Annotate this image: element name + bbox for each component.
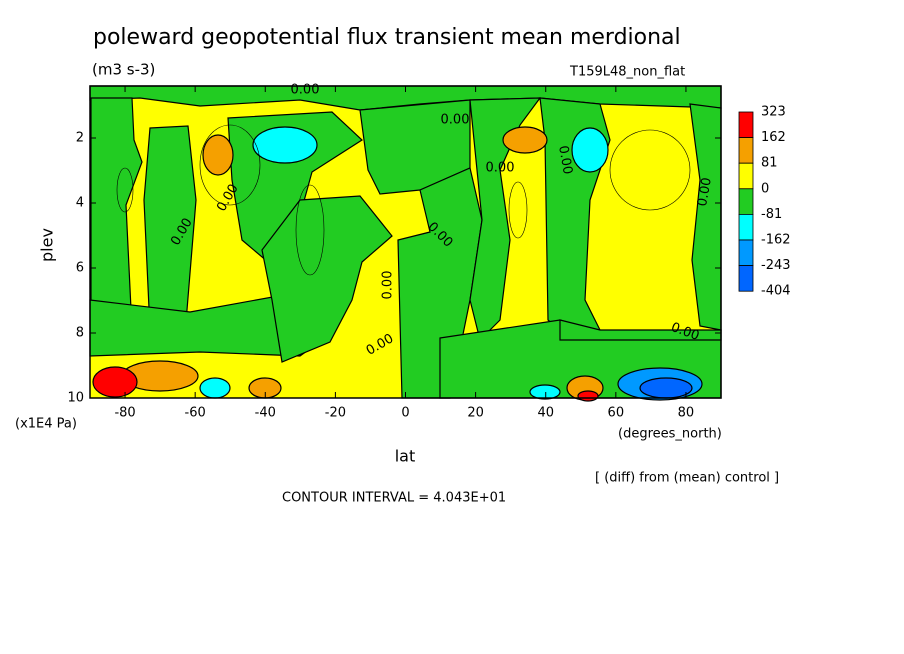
y-axis-label: plev [38, 228, 57, 262]
x-axis-units: (degrees_north) [618, 427, 722, 442]
colorbar-label: 81 [761, 156, 778, 171]
colorbar-label: -162 [761, 233, 791, 248]
x-tick-label: 20 [467, 406, 484, 421]
x-tick-label: 0 [401, 406, 409, 421]
chart-title: poleward geopotential flux transient mea… [93, 25, 681, 50]
units: (m3 s-3) [92, 61, 155, 79]
contour-line [295, 184, 325, 276]
colorbar-label: 323 [761, 105, 786, 120]
colorbar-swatch [738, 213, 754, 241]
colorbar-swatch [738, 188, 754, 215]
contour-fill [202, 134, 234, 176]
colorbar-swatch [738, 239, 754, 267]
colorbar-swatch [738, 111, 754, 139]
dataset-label: T159L48_non_flat [569, 65, 685, 80]
y-tick-label: 10 [67, 391, 84, 406]
contour-interval: CONTOUR INTERVAL = 4.043E+01 [282, 491, 506, 506]
contour-line [199, 124, 261, 206]
contour-fill [639, 377, 693, 399]
y-tick-label: 6 [76, 261, 84, 276]
colorbar-swatch [738, 137, 754, 164]
contour-fill [261, 195, 393, 363]
x-tick-label: -40 [255, 406, 276, 421]
contour-label: 0.00 [555, 144, 575, 175]
contour-label: 0.00 [381, 271, 396, 300]
contour-fill [199, 377, 231, 399]
x-axis-label: lat [395, 447, 416, 466]
colorbar-label: -81 [761, 207, 782, 222]
y-tick-label: 2 [76, 131, 84, 146]
contour-label: 0.00 [291, 83, 320, 98]
x-tick-label: -20 [325, 406, 346, 421]
contour-fill [252, 126, 318, 164]
contour-fill [92, 366, 138, 398]
y-tick-label: 4 [76, 196, 84, 211]
colorbar-label: -404 [761, 284, 791, 299]
contour-label: 0.00 [695, 176, 715, 207]
contour-fill [577, 390, 599, 402]
contour-line [116, 167, 134, 213]
contour-line [609, 129, 691, 211]
contour-line [508, 181, 528, 239]
contour-label: 0.00 [486, 161, 515, 176]
contour-fill [529, 384, 561, 400]
contour-label: 0.00 [441, 113, 470, 128]
x-tick-label: -80 [114, 406, 135, 421]
x-tick-label: 60 [608, 406, 625, 421]
x-tick-label: 80 [678, 406, 695, 421]
colorbar-swatch [738, 265, 754, 292]
colorbar-label: -243 [761, 258, 791, 273]
colorbar-swatch [738, 162, 754, 190]
y-tick-label: 8 [76, 326, 84, 341]
contour-fill [571, 127, 609, 173]
contour-fill [502, 126, 548, 154]
colorbar-label: 162 [761, 130, 786, 145]
x-tick-label: -60 [185, 406, 206, 421]
y-axis-units: (x1E4 Pa) [15, 417, 77, 432]
colorbar-label: 0 [761, 181, 769, 196]
x-tick-label: 40 [537, 406, 554, 421]
note: [ (diff) from (mean) control ] [595, 471, 779, 486]
contour-fill [469, 97, 542, 342]
